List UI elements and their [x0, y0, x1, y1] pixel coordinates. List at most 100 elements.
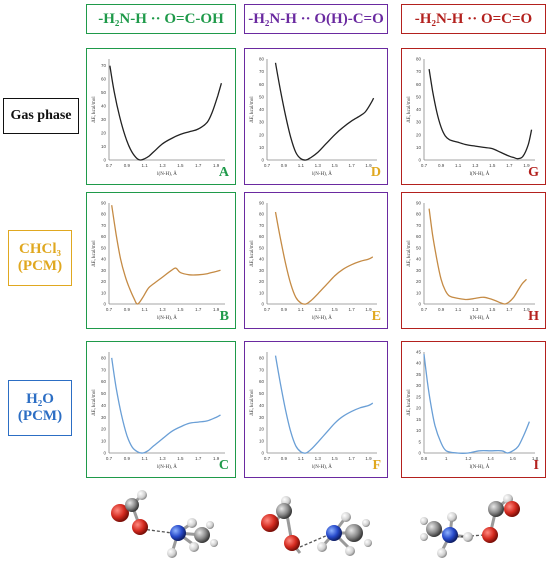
y-tick-label: 50	[101, 245, 107, 250]
x-tick-label: 0.9	[124, 456, 131, 461]
x-tick-label: 0.7	[106, 163, 113, 168]
y-tick-label: 60	[259, 379, 265, 384]
y-tick-label: 70	[416, 69, 422, 74]
y-tick-label: 80	[101, 355, 107, 360]
x-tick-label: 0.7	[264, 163, 271, 168]
x-tick-label: 1.9	[365, 456, 372, 461]
y-tick-label: 40	[416, 361, 422, 366]
row-label-water-line1: H₂O	[26, 391, 54, 407]
x-tick-label: 1.9	[523, 163, 530, 168]
y-tick-label: 40	[101, 104, 107, 109]
x-tick-label: 1.3	[315, 307, 322, 312]
x-tick-label: 1.5	[332, 163, 339, 168]
chart-panel-C: 0 10 20 30 40 50 60 70 80 0.7 0.9 1.1 1.3 1.5 1.7 1.9 l(…	[86, 341, 236, 478]
x-tick-label: 1.2	[465, 456, 472, 461]
x-tick-label: 1.5	[489, 307, 496, 312]
y-tick-label: 50	[416, 245, 422, 250]
chart-B: 0 10 20 30 40 50 60 70 80 90 0.7 0.9 1.1 1.3 1.5 1.7 1.9…	[92, 201, 225, 321]
y-tick-label: 0	[418, 302, 421, 307]
y-tick-label: 30	[259, 415, 265, 420]
x-tick-label: 1.3	[472, 163, 479, 168]
row-label-gas-line1: Gas phase	[10, 108, 72, 123]
y-tick-label: 80	[259, 355, 265, 360]
y-tick-label: 0	[261, 451, 264, 456]
x-axis-label: l(N-H), Å	[157, 315, 177, 321]
x-tick-label: 0.7	[264, 456, 271, 461]
panel-letter-E: E	[371, 309, 381, 324]
y-tick-label: 40	[259, 257, 265, 262]
y-tick-label: 60	[101, 379, 107, 384]
x-tick-label: 1.6	[510, 456, 517, 461]
y-tick-label: 40	[259, 107, 265, 112]
x-tick-label: 0.9	[281, 163, 288, 168]
y-tick-label: 20	[416, 132, 422, 137]
y-tick-label: 40	[101, 403, 107, 408]
row-label-chcl3: CHCl₃ (PCM)	[8, 230, 72, 286]
x-axis-label: l(N-H), Å	[157, 464, 177, 470]
x-tick-label: 1.1	[298, 307, 305, 312]
y-tick-label: 20	[416, 406, 422, 411]
x-tick-label: 1.7	[348, 163, 355, 168]
x-tick-label: 1.9	[523, 307, 530, 312]
series-line	[423, 354, 531, 454]
y-tick-label: 20	[101, 131, 107, 136]
y-tick-label: 0	[103, 158, 106, 163]
y-tick-label: 80	[416, 57, 422, 62]
x-tick-label: 0.9	[281, 456, 288, 461]
x-axis-label: l(N-H), Å	[470, 315, 490, 321]
x-tick-label: 1.7	[195, 307, 202, 312]
y-tick-label: 0	[103, 302, 106, 307]
x-tick-label: 1	[445, 456, 448, 461]
chart-A: 0 10 20 30 40 50 60 70 0.7 0.9 1.1 1.3 1.5 1.7 1.9 l(N-…	[92, 59, 225, 177]
chart-panel-I: 0 5 10 15 20 25 30 35 40 45 0.8 1 1.2 1.4 1.6 1.8 l(N-H)…	[401, 341, 546, 478]
y-tick-label: 50	[259, 391, 265, 396]
row-label-chcl3-line1: CHCl₃	[19, 241, 61, 257]
x-tick-label: 1.9	[213, 456, 220, 461]
y-tick-label: 20	[416, 279, 422, 284]
x-axis-label: l(N-H), Å	[312, 171, 332, 177]
x-tick-label: 1.8	[532, 456, 539, 461]
column-header-2: -H₂N-H ·· O(H)-C=O	[244, 4, 388, 34]
y-tick-label: 80	[416, 212, 422, 217]
y-axis-label: ΔE, kcal/mol	[250, 389, 255, 416]
x-tick-label: 1.1	[142, 163, 149, 168]
panel-letter-G: G	[528, 165, 539, 180]
chart-H: 0 10 20 30 40 50 60 70 80 90 0.7 0.9 1.1 1.3 1.5 1.7 1.9…	[407, 201, 535, 321]
y-tick-label: 70	[101, 223, 107, 228]
column-header-2-text: -H₂N-H ·· O(H)-C=O	[248, 10, 384, 27]
y-tick-label: 70	[101, 63, 107, 68]
panel-letter-B: B	[219, 309, 229, 324]
y-tick-label: 60	[101, 77, 107, 82]
x-tick-label: 1.5	[177, 163, 184, 168]
y-tick-label: 10	[259, 290, 265, 295]
y-tick-label: 40	[416, 107, 422, 112]
y-tick-label: 35	[416, 372, 422, 377]
x-tick-label: 1.5	[177, 456, 184, 461]
y-axis-label: ΔE, kcal/mol	[250, 240, 255, 267]
x-tick-label: 1.9	[213, 307, 220, 312]
y-tick-label: 20	[259, 132, 265, 137]
x-tick-label: 1.5	[489, 163, 496, 168]
y-tick-label: 80	[259, 57, 265, 62]
column-header-1-text: -H₂N-H ·· O=C-OH	[98, 10, 224, 27]
y-tick-label: 30	[416, 383, 422, 388]
chart-panel-E: 0 10 20 30 40 50 60 70 80 90 0.7 0.9 1.1 1.3 1.5 1.7 1.9…	[244, 192, 388, 329]
y-tick-label: 40	[101, 257, 107, 262]
molecule-structure-3	[420, 494, 520, 558]
y-tick-label: 60	[259, 82, 265, 87]
panel-letter-H: H	[528, 309, 539, 324]
row-label-water: H₂O (PCM)	[8, 380, 72, 436]
y-axis-label: ΔE, kcal/mol	[407, 240, 412, 267]
y-tick-label: 50	[101, 90, 107, 95]
y-tick-label: 45	[416, 350, 422, 355]
y-tick-label: 30	[101, 415, 107, 420]
chart-C: 0 10 20 30 40 50 60 70 80 0.7 0.9 1.1 1.3 1.5 1.7 1.9 l(…	[92, 352, 225, 470]
y-tick-label: 20	[259, 427, 265, 432]
x-axis-label: l(N-H), Å	[470, 171, 490, 177]
x-axis-label: l(N-H), Å	[312, 464, 332, 470]
y-tick-label: 90	[259, 201, 265, 206]
y-tick-label: 30	[259, 268, 265, 273]
y-axis-label: ΔE, kcal/mol	[92, 96, 97, 123]
y-tick-label: 90	[101, 201, 107, 206]
y-tick-label: 20	[101, 279, 107, 284]
